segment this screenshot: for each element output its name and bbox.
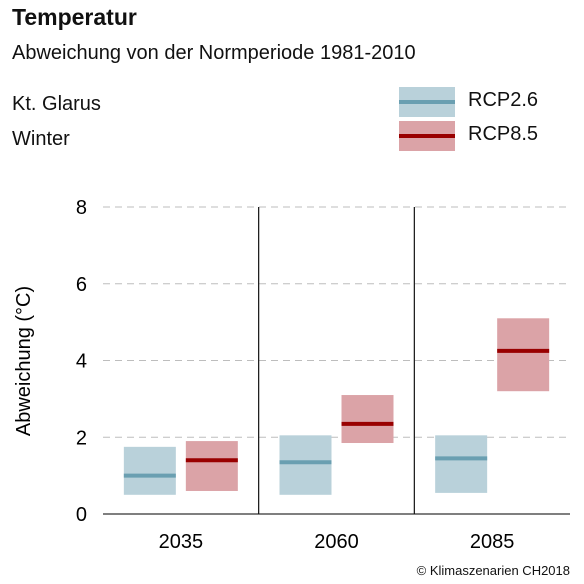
range-box-rcp85-2060 [341,395,394,444]
period-dividers [258,207,415,514]
y-tick-label: 6 [76,274,87,296]
chart-subtitle: Abweichung von der Normperiode 1981-2010 [12,42,416,64]
range-box-rcp26-2060 [279,435,332,495]
chart-title: Temperatur [12,4,137,30]
range-box-rcp26-2035 [123,446,176,495]
region-label: Kt. Glarus [12,93,101,115]
x-tick-label: 2035 [159,531,204,553]
y-tick-label: 0 [76,504,87,526]
x-tick-label: 2085 [470,531,515,553]
x-axis-ticks: 2035 2060 2085 [159,531,515,553]
range-box-rcp26-2085 [435,435,488,493]
range-box-rcp85-2085 [497,318,550,392]
legend-label-rcp85: RCP8.5 [468,123,539,145]
y-tick-label: 8 [76,197,87,219]
grid [103,206,570,515]
y-tick-label: 4 [76,351,87,373]
y-axis-label: Abweichung (°C) [13,286,35,436]
season-label: Winter [12,128,70,150]
credit-text: © Klimaszenarien CH2018 [416,563,570,578]
y-axis-ticks: 0 2 4 6 8 [76,197,87,526]
range-box-rcp85-2035 [185,441,238,491]
legend-label-rcp26: RCP2.6 [468,89,539,111]
y-tick-label: 2 [76,427,87,449]
x-tick-label: 2060 [314,531,359,553]
legend [399,87,455,151]
data-boxes [123,318,550,495]
